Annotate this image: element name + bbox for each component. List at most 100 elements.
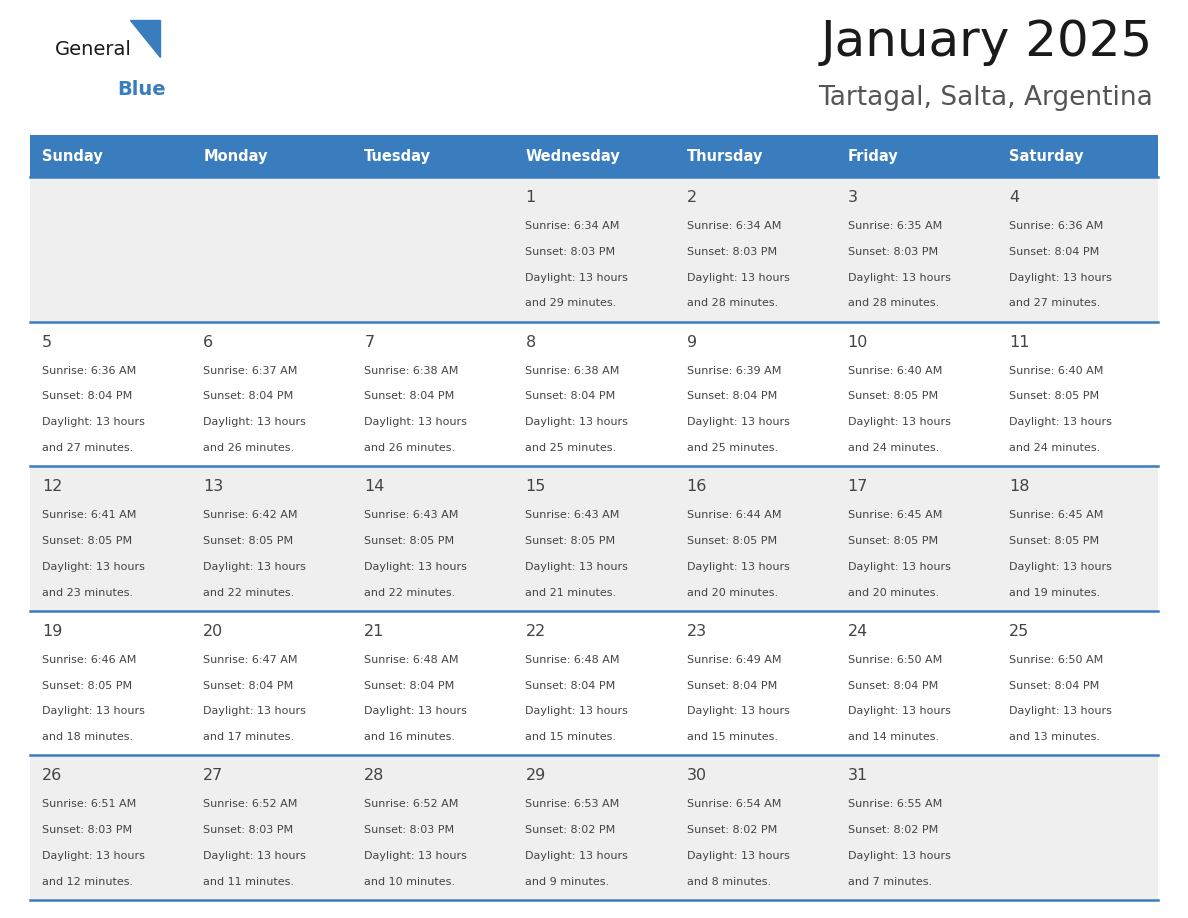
Text: Sunrise: 6:34 AM: Sunrise: 6:34 AM <box>687 221 781 231</box>
Text: Saturday: Saturday <box>1009 149 1083 163</box>
Text: 29: 29 <box>525 768 545 783</box>
Text: Sunrise: 6:48 AM: Sunrise: 6:48 AM <box>525 655 620 665</box>
Text: Sunrise: 6:45 AM: Sunrise: 6:45 AM <box>1009 510 1104 521</box>
Text: and 9 minutes.: and 9 minutes. <box>525 877 609 887</box>
Text: Daylight: 13 hours: Daylight: 13 hours <box>687 418 790 427</box>
Bar <box>30 466 191 610</box>
Text: 16: 16 <box>687 479 707 494</box>
Text: Wednesday: Wednesday <box>525 149 620 163</box>
Text: Sunrise: 6:49 AM: Sunrise: 6:49 AM <box>687 655 781 665</box>
Bar <box>997 610 1158 756</box>
Text: and 15 minutes.: and 15 minutes. <box>525 733 617 743</box>
Text: Sunset: 8:05 PM: Sunset: 8:05 PM <box>687 536 777 546</box>
Text: and 20 minutes.: and 20 minutes. <box>848 588 939 598</box>
Text: 1: 1 <box>525 190 536 205</box>
Text: Blue: Blue <box>116 80 165 99</box>
Text: and 26 minutes.: and 26 minutes. <box>365 443 455 453</box>
Text: and 24 minutes.: and 24 minutes. <box>848 443 939 453</box>
Text: Daylight: 13 hours: Daylight: 13 hours <box>525 418 628 427</box>
Text: and 19 minutes.: and 19 minutes. <box>1009 588 1100 598</box>
Bar <box>191 756 353 900</box>
Bar <box>513 610 675 756</box>
Bar <box>835 135 997 177</box>
Text: 26: 26 <box>42 768 62 783</box>
Text: Sunset: 8:04 PM: Sunset: 8:04 PM <box>365 391 455 401</box>
Bar <box>513 177 675 321</box>
Text: and 13 minutes.: and 13 minutes. <box>1009 733 1100 743</box>
Text: Sunrise: 6:40 AM: Sunrise: 6:40 AM <box>1009 365 1104 375</box>
Text: and 27 minutes.: and 27 minutes. <box>1009 298 1100 308</box>
Text: Sunset: 8:05 PM: Sunset: 8:05 PM <box>203 536 293 546</box>
Text: Daylight: 13 hours: Daylight: 13 hours <box>365 418 467 427</box>
Text: Sunset: 8:05 PM: Sunset: 8:05 PM <box>1009 391 1099 401</box>
Bar <box>191 321 353 466</box>
Text: Sunset: 8:03 PM: Sunset: 8:03 PM <box>687 247 777 257</box>
Text: Daylight: 13 hours: Daylight: 13 hours <box>525 851 628 861</box>
Text: and 25 minutes.: and 25 minutes. <box>525 443 617 453</box>
Text: 30: 30 <box>687 768 707 783</box>
Text: Tuesday: Tuesday <box>365 149 431 163</box>
Text: Daylight: 13 hours: Daylight: 13 hours <box>1009 273 1112 283</box>
Text: General: General <box>55 40 132 59</box>
Text: 19: 19 <box>42 624 63 639</box>
Bar <box>353 610 513 756</box>
Text: 27: 27 <box>203 768 223 783</box>
Text: and 22 minutes.: and 22 minutes. <box>365 588 455 598</box>
Bar <box>997 321 1158 466</box>
Text: and 11 minutes.: and 11 minutes. <box>203 877 295 887</box>
Text: Sunrise: 6:39 AM: Sunrise: 6:39 AM <box>687 365 781 375</box>
Bar <box>997 177 1158 321</box>
Text: 15: 15 <box>525 479 545 494</box>
Text: Daylight: 13 hours: Daylight: 13 hours <box>848 562 950 572</box>
Text: Sunset: 8:05 PM: Sunset: 8:05 PM <box>848 536 937 546</box>
Text: 5: 5 <box>42 334 52 350</box>
Bar <box>191 135 353 177</box>
Text: 22: 22 <box>525 624 545 639</box>
Text: Friday: Friday <box>848 149 898 163</box>
Text: Sunrise: 6:38 AM: Sunrise: 6:38 AM <box>365 365 459 375</box>
Text: Daylight: 13 hours: Daylight: 13 hours <box>42 562 145 572</box>
Bar <box>675 610 835 756</box>
Text: Sunrise: 6:38 AM: Sunrise: 6:38 AM <box>525 365 620 375</box>
Text: and 21 minutes.: and 21 minutes. <box>525 588 617 598</box>
Text: Sunrise: 6:53 AM: Sunrise: 6:53 AM <box>525 800 620 810</box>
Text: Daylight: 13 hours: Daylight: 13 hours <box>848 273 950 283</box>
Text: Sunrise: 6:51 AM: Sunrise: 6:51 AM <box>42 800 137 810</box>
Bar <box>997 135 1158 177</box>
Bar <box>513 756 675 900</box>
Text: Daylight: 13 hours: Daylight: 13 hours <box>365 851 467 861</box>
Text: Daylight: 13 hours: Daylight: 13 hours <box>1009 418 1112 427</box>
Text: Daylight: 13 hours: Daylight: 13 hours <box>687 273 790 283</box>
Text: Sunrise: 6:44 AM: Sunrise: 6:44 AM <box>687 510 781 521</box>
Text: and 16 minutes.: and 16 minutes. <box>365 733 455 743</box>
Text: Sunset: 8:02 PM: Sunset: 8:02 PM <box>848 825 939 835</box>
Text: Sunrise: 6:48 AM: Sunrise: 6:48 AM <box>365 655 459 665</box>
Text: and 26 minutes.: and 26 minutes. <box>203 443 295 453</box>
Text: Sunset: 8:04 PM: Sunset: 8:04 PM <box>525 391 615 401</box>
Text: 11: 11 <box>1009 334 1029 350</box>
Text: Sunset: 8:04 PM: Sunset: 8:04 PM <box>203 391 293 401</box>
Text: Sunset: 8:03 PM: Sunset: 8:03 PM <box>365 825 455 835</box>
Text: 13: 13 <box>203 479 223 494</box>
Text: Sunset: 8:05 PM: Sunset: 8:05 PM <box>365 536 455 546</box>
Text: Daylight: 13 hours: Daylight: 13 hours <box>1009 562 1112 572</box>
Text: Sunset: 8:02 PM: Sunset: 8:02 PM <box>687 825 777 835</box>
Text: 31: 31 <box>848 768 868 783</box>
Text: Daylight: 13 hours: Daylight: 13 hours <box>1009 707 1112 716</box>
Text: Daylight: 13 hours: Daylight: 13 hours <box>525 273 628 283</box>
Text: Daylight: 13 hours: Daylight: 13 hours <box>365 562 467 572</box>
Text: 3: 3 <box>848 190 858 205</box>
Text: Sunrise: 6:43 AM: Sunrise: 6:43 AM <box>525 510 620 521</box>
Bar <box>30 610 191 756</box>
Bar <box>353 466 513 610</box>
Bar <box>997 756 1158 900</box>
Text: Daylight: 13 hours: Daylight: 13 hours <box>203 562 307 572</box>
Text: Sunset: 8:04 PM: Sunset: 8:04 PM <box>365 680 455 690</box>
Text: and 17 minutes.: and 17 minutes. <box>203 733 295 743</box>
Text: Sunrise: 6:43 AM: Sunrise: 6:43 AM <box>365 510 459 521</box>
Text: Sunrise: 6:36 AM: Sunrise: 6:36 AM <box>42 365 137 375</box>
Text: Sunrise: 6:46 AM: Sunrise: 6:46 AM <box>42 655 137 665</box>
Text: Sunrise: 6:54 AM: Sunrise: 6:54 AM <box>687 800 781 810</box>
Text: Sunset: 8:04 PM: Sunset: 8:04 PM <box>525 680 615 690</box>
Text: Sunrise: 6:36 AM: Sunrise: 6:36 AM <box>1009 221 1104 231</box>
